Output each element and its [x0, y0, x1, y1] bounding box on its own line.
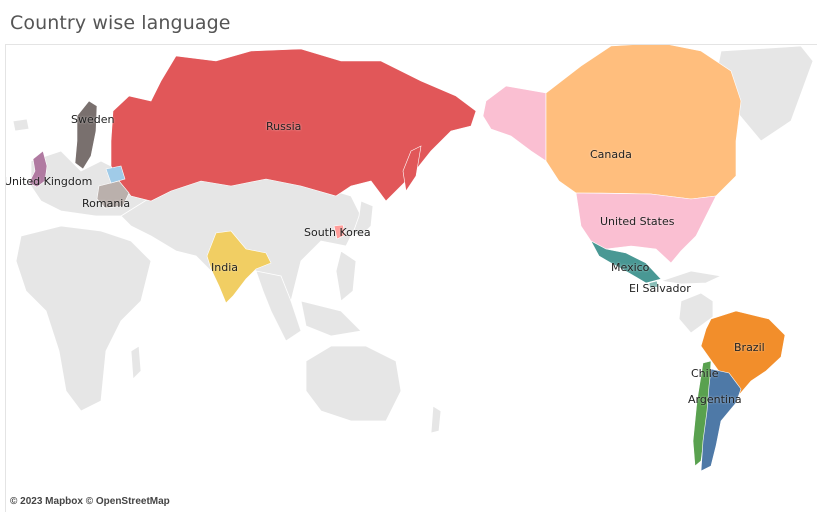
country-mexico[interactable]	[590, 240, 662, 284]
country-south-korea[interactable]	[333, 224, 346, 240]
label-brazil: Brazil	[734, 341, 765, 354]
label-united-kingdom: United Kingdom	[5, 175, 93, 188]
label-sweden: Sweden	[71, 113, 115, 126]
country-belarus[interactable]	[105, 165, 126, 184]
country-russia-kamchatka[interactable]	[402, 145, 422, 192]
country-united-kingdom[interactable]	[28, 150, 48, 188]
label-south-korea: South Korea	[304, 226, 371, 239]
highlighted-countries[interactable]	[28, 45, 786, 472]
country-canada[interactable]	[545, 45, 742, 200]
country-argentina[interactable]	[700, 368, 742, 472]
label-el-salvador: El Salvador	[629, 282, 691, 295]
label-united-states: United States	[600, 215, 675, 228]
country-india[interactable]	[206, 230, 272, 304]
label-india: India	[211, 261, 238, 274]
label-mexico: Mexico	[611, 261, 650, 274]
label-argentina: Argentina	[688, 393, 742, 406]
background-land	[12, 45, 814, 434]
country-russia[interactable]	[110, 48, 477, 202]
label-romania: Romania	[82, 197, 131, 210]
sheet-title: Country wise language	[10, 12, 231, 34]
country-united-states-alaska[interactable]	[482, 85, 547, 162]
country-el-salvador[interactable]	[648, 280, 659, 289]
map-attribution[interactable]: © 2023 Mapbox © OpenStreetMap	[10, 496, 170, 507]
label-chile: Chile	[691, 367, 719, 380]
country-sweden[interactable]	[74, 100, 98, 170]
label-canada: Canada	[590, 148, 632, 161]
label-russia: Russia	[266, 120, 302, 133]
map-view[interactable]: Russia Sweden United Kingdom Romania Ind…	[5, 44, 817, 512]
world-map[interactable]	[6, 45, 817, 512]
